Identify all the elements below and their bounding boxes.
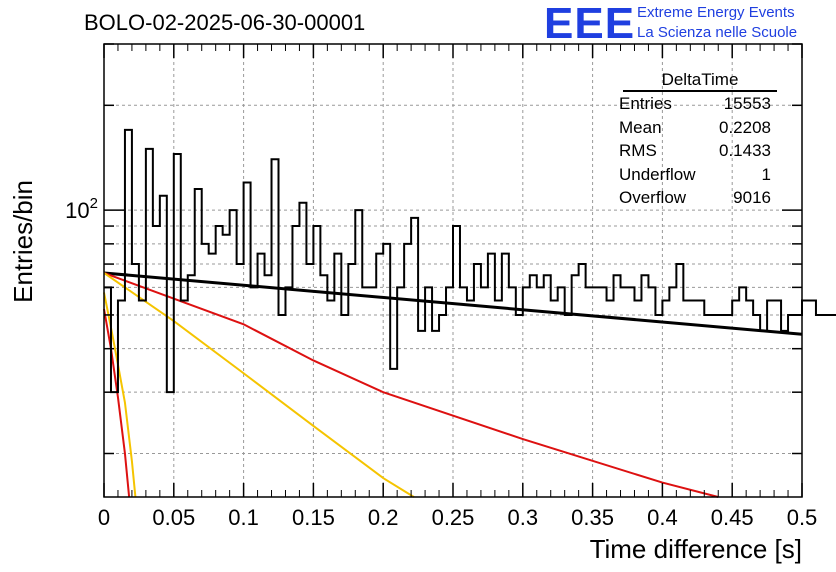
fit-curve — [103, 272, 415, 498]
stats-label: Entries — [619, 94, 672, 113]
x-axis-label: Time difference [s] — [590, 534, 802, 564]
stats-value: 0.2208 — [719, 117, 771, 137]
y-axis-label: Entries/bin — [8, 180, 38, 303]
stats-row: Mean 0.2208 — [611, 116, 779, 140]
logo-line-1: Extreme Energy Events — [637, 4, 795, 21]
y-tick-labels: 102 — [65, 195, 98, 223]
x-tick-label: 0.05 — [152, 505, 195, 530]
stats-row: RMS 0.1433 — [611, 139, 779, 163]
x-tick-label: 0.25 — [432, 505, 475, 530]
fit-curve — [103, 271, 803, 336]
stats-label: Underflow — [619, 164, 696, 184]
y-tick-label: 102 — [65, 195, 98, 223]
stats-box: DeltaTime Entries 15553 Mean 0.2208 RMS 0.1… — [611, 70, 779, 210]
stats-value: 1 — [761, 164, 771, 184]
fit-curve — [103, 292, 137, 498]
fit-curve — [103, 272, 719, 498]
stats-value: 0.1433 — [719, 141, 771, 160]
x-tick-label: 0.3 — [508, 505, 539, 530]
page-title: BOLO-02-2025-06-30-00001 — [84, 10, 366, 35]
stats-row: Overflow 9016 — [611, 186, 779, 210]
stats-box-title: DeltaTime — [623, 70, 777, 92]
fit-curve — [103, 308, 131, 498]
x-tick-label: 0.4 — [647, 505, 678, 530]
stats-value: 15553 — [723, 94, 771, 113]
stats-value: 9016 — [733, 188, 771, 207]
x-tick-label: 0.35 — [571, 505, 614, 530]
x-tick-labels: 0 0.05 0.1 0.15 0.2 0.25 0.3 0.35 0.4 0.45 0.5 — [98, 505, 817, 530]
eee-logo: EEE — [544, 0, 636, 48]
stats-row: Entries 15553 — [611, 92, 779, 116]
x-tick-label: 0.1 — [228, 505, 259, 530]
logo-line-2: La Scienza nelle Scuole — [637, 24, 798, 41]
stats-label: RMS — [619, 141, 657, 160]
x-tick-label: 0.45 — [711, 505, 754, 530]
x-tick-label: 0.5 — [787, 505, 818, 530]
histogram-series — [104, 128, 836, 394]
stats-label: Overflow — [619, 188, 687, 207]
axis-ticks — [103, 43, 803, 497]
stats-row: Underflow 1 — [611, 163, 779, 187]
x-tick-label: 0 — [98, 505, 110, 530]
fit-curves — [103, 271, 803, 498]
x-tick-label: 0.15 — [292, 505, 335, 530]
x-tick-label: 0.2 — [368, 505, 399, 530]
stats-label: Mean — [619, 117, 662, 137]
